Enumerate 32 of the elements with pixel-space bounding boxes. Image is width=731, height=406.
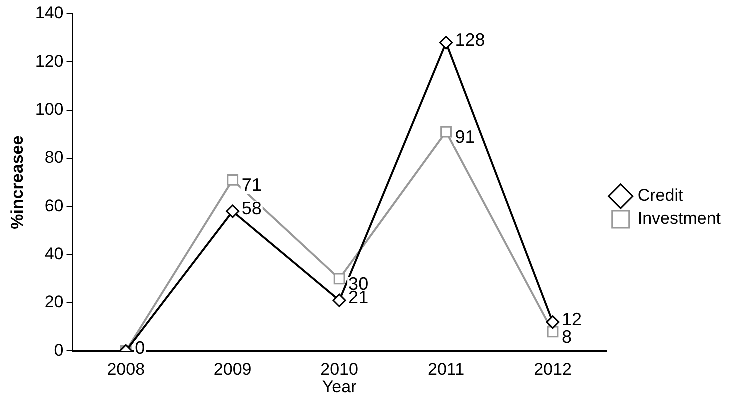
y-axis-title: %increasee	[8, 136, 27, 230]
point	[226, 204, 240, 218]
data-label: 8	[562, 326, 572, 347]
x-tick-label: 2009	[214, 360, 252, 380]
data-label: 71	[242, 175, 262, 196]
y-tick-label: 40	[44, 244, 64, 264]
point	[334, 273, 346, 285]
y-tick-label: 80	[44, 148, 64, 168]
x-tick-label: 2011	[428, 360, 465, 380]
point	[440, 36, 454, 50]
y-tick-label: 140	[35, 4, 64, 23]
data-label: 128	[455, 30, 486, 50]
point	[332, 294, 346, 308]
data-label: 58	[242, 198, 262, 218]
x-tick-label: 2012	[534, 360, 572, 380]
y-tick-label: 100	[35, 100, 64, 120]
data-label: 0	[135, 338, 146, 358]
point	[227, 174, 239, 186]
data-label: 91	[455, 126, 476, 147]
legend-label: Investment	[638, 209, 722, 228]
data-label: 12	[562, 309, 582, 330]
y-tick-label: 120	[35, 52, 64, 71]
point	[440, 126, 452, 138]
y-tick-label: 0	[54, 340, 64, 360]
point	[547, 326, 559, 338]
x-axis-title: Year	[322, 377, 358, 396]
x-tick-label: 2010	[320, 360, 358, 380]
legend-label: Credit	[638, 186, 684, 206]
y-tick-label: 20	[44, 292, 64, 312]
x-tick-label: 2008	[107, 360, 146, 380]
y-tick-label: 60	[44, 196, 64, 216]
point	[546, 316, 560, 330]
